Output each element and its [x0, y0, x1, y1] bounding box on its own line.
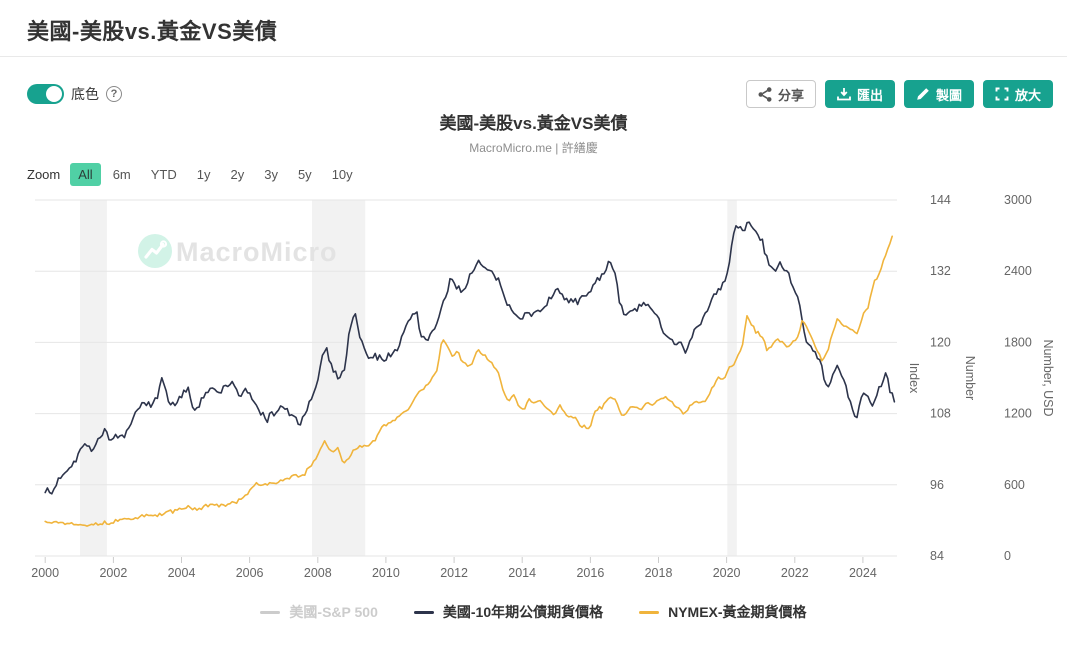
- svg-text:2024: 2024: [849, 566, 877, 580]
- legend-item-gold-futures[interactable]: NYMEX-黃金期貨價格: [639, 602, 807, 622]
- zoom-label: Zoom: [27, 167, 61, 182]
- x-axis: 2000 2002 2004 2006 2008 2010 2012 2014 2016 2018…: [31, 557, 877, 580]
- svg-text:2020: 2020: [713, 566, 741, 580]
- enlarge-button[interactable]: 放大: [982, 80, 1053, 108]
- y-axes: 84 96 108 120 132 144 0 600 1200 1800 2400 3000 Inde…: [907, 193, 1055, 563]
- svg-text:Number: Number: [963, 356, 977, 400]
- download-icon: [837, 88, 851, 101]
- zoom-range-bar: Zoom All 6m YTD 1y 2y 3y 5y 10y: [27, 163, 361, 186]
- svg-text:2022: 2022: [781, 566, 809, 580]
- svg-text:3000: 3000: [1004, 193, 1032, 207]
- background-shading-toggle[interactable]: [27, 84, 64, 104]
- toggle-knob: [46, 86, 62, 102]
- legend-label-sp500: 美國-S&P 500: [289, 604, 378, 620]
- pencil-icon: [917, 88, 929, 100]
- series-line: [44, 221, 896, 495]
- page-header: 美國-美股vs.黃金VS美債: [0, 0, 1067, 57]
- zoom-option-3y[interactable]: 3y: [264, 167, 278, 182]
- svg-text:MacroMicro: MacroMicro: [176, 237, 338, 267]
- svg-text:Index: Index: [907, 363, 921, 394]
- svg-text:2002: 2002: [99, 566, 127, 580]
- make-chart-button[interactable]: 製圖: [903, 80, 974, 108]
- chart-legend: 美國-S&P 500 美國-10年期公債期貨價格 NYMEX-黃金期貨價格: [0, 602, 1067, 622]
- export-button[interactable]: 匯出: [824, 80, 895, 108]
- svg-text:2000: 2000: [31, 566, 59, 580]
- recession-bands: [80, 200, 737, 556]
- share-button-label: 分享: [777, 87, 804, 103]
- chart-options: 底色 ?: [27, 84, 122, 104]
- chart-heading: 美國-美股vs.黃金VS美債 MacroMicro.me | 許繕慶: [0, 109, 1067, 156]
- svg-text:2400: 2400: [1004, 264, 1032, 278]
- zoom-option-2y[interactable]: 2y: [230, 167, 245, 182]
- legend-label-gold-futures: NYMEX-黃金期貨價格: [668, 604, 807, 620]
- legend-item-sp500[interactable]: 美國-S&P 500: [260, 602, 378, 622]
- svg-text:2018: 2018: [645, 566, 673, 580]
- svg-text:2010: 2010: [372, 566, 400, 580]
- legend-marker-bond-futures: [413, 610, 434, 614]
- zoom-option-5y[interactable]: 5y: [297, 167, 312, 182]
- make-chart-button-label: 製圖: [935, 87, 962, 103]
- legend-item-bond-futures[interactable]: 美國-10年期公債期貨價格: [413, 602, 604, 622]
- macromicro-watermark: MacroMicro: [138, 234, 338, 268]
- chart-title: 美國-美股vs.黃金VS美債: [439, 114, 628, 133]
- svg-text:132: 132: [930, 264, 951, 278]
- share-icon: [758, 86, 772, 102]
- gridlines: [35, 199, 897, 557]
- zoom-option-10y[interactable]: 10y: [331, 167, 353, 182]
- svg-text:144: 144: [930, 193, 951, 207]
- svg-text:2006: 2006: [236, 566, 264, 580]
- svg-text:2012: 2012: [440, 566, 468, 580]
- zoom-option-all[interactable]: All: [70, 163, 101, 186]
- legend-marker-gold-futures: [639, 610, 660, 614]
- legend-label-bond-futures: 美國-10年期公債期貨價格: [442, 604, 604, 620]
- svg-text:600: 600: [1004, 478, 1025, 492]
- enlarge-button-label: 放大: [1014, 87, 1041, 103]
- series-line: [44, 235, 893, 527]
- chart-actions: 分享 匯出 製圖 放大: [745, 80, 1053, 108]
- svg-text:108: 108: [930, 407, 951, 421]
- svg-text:0: 0: [1004, 549, 1011, 563]
- svg-text:84: 84: [930, 549, 944, 563]
- svg-text:2016: 2016: [576, 566, 604, 580]
- svg-text:1800: 1800: [1004, 335, 1032, 349]
- help-icon[interactable]: ?: [106, 86, 122, 102]
- svg-text:96: 96: [930, 478, 944, 492]
- zoom-option-6m[interactable]: 6m: [112, 167, 131, 182]
- page-title: 美國-美股vs.黃金VS美債: [27, 19, 278, 44]
- svg-text:1200: 1200: [1004, 407, 1032, 421]
- svg-text:Number, USD: Number, USD: [1041, 339, 1055, 416]
- legend-marker-sp500: [260, 610, 281, 614]
- svg-text:120: 120: [930, 335, 951, 349]
- zoom-option-ytd[interactable]: YTD: [150, 167, 177, 182]
- expand-icon: [995, 87, 1009, 101]
- share-button[interactable]: 分享: [745, 80, 816, 108]
- svg-text:2014: 2014: [508, 566, 536, 580]
- data-series: [44, 221, 896, 527]
- svg-text:2004: 2004: [168, 566, 196, 580]
- svg-text:2008: 2008: [304, 566, 332, 580]
- chart-subtitle: MacroMicro.me | 許繕慶: [469, 141, 598, 155]
- zoom-option-1y[interactable]: 1y: [196, 167, 211, 182]
- export-button-label: 匯出: [856, 87, 883, 103]
- background-toggle-label: 底色: [71, 86, 99, 102]
